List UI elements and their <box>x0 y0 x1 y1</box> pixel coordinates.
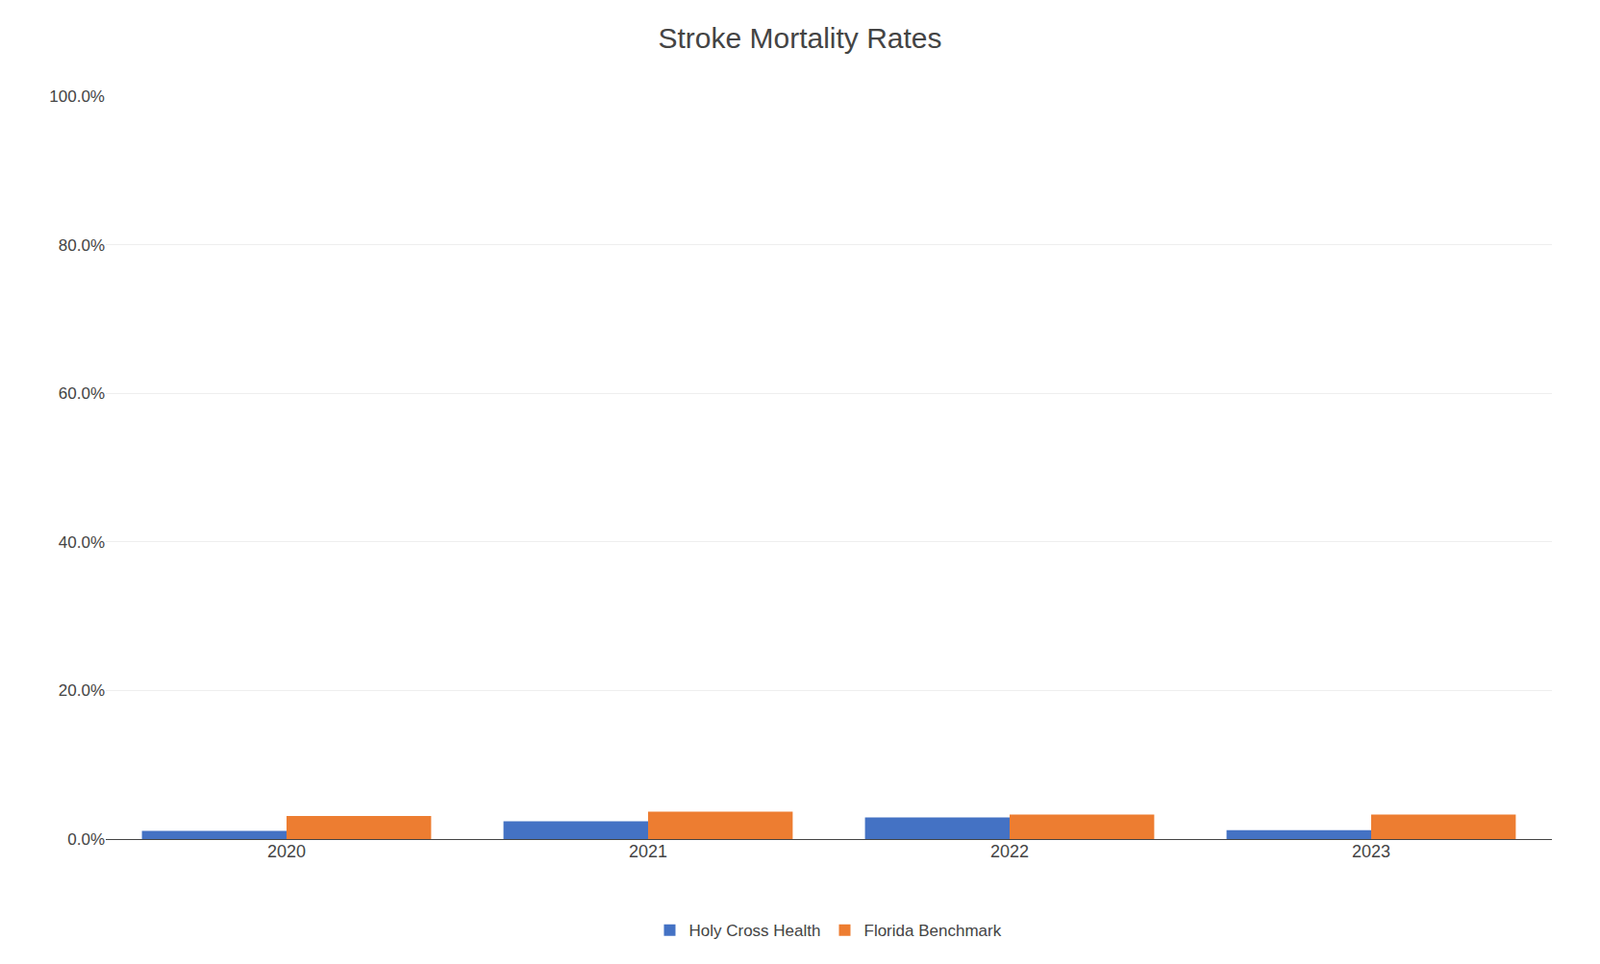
svg-text:2023: 2023 <box>1351 842 1391 862</box>
svg-text:Florida Benchmark: Florida Benchmark <box>864 922 1002 941</box>
svg-text:Holy Cross Health: Holy Cross Health <box>689 922 822 941</box>
svg-text:Stroke Mortality Rates: Stroke Mortality Rates <box>657 22 942 54</box>
svg-text:20.0%: 20.0% <box>58 681 105 700</box>
svg-text:100.0%: 100.0% <box>49 87 105 106</box>
svg-text:2022: 2022 <box>990 842 1029 862</box>
svg-text:60.0%: 60.0% <box>58 384 105 403</box>
svg-text:80.0%: 80.0% <box>58 236 105 255</box>
svg-text:2021: 2021 <box>628 842 668 862</box>
svg-text:2020: 2020 <box>267 842 306 862</box>
svg-text:40.0%: 40.0% <box>58 533 105 552</box>
svg-text:0.0%: 0.0% <box>67 830 105 850</box>
